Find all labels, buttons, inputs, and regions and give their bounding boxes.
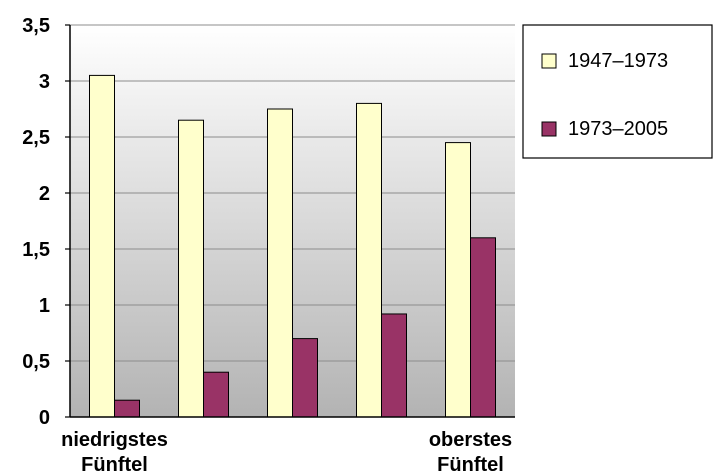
y-tick-label: 2 bbox=[39, 183, 50, 205]
bar-1973-2005 bbox=[114, 399, 140, 418]
y-tick-label: 0 bbox=[39, 407, 50, 429]
bar-1947-1973 bbox=[445, 142, 471, 418]
x-category-label: Fünftel bbox=[81, 454, 148, 476]
x-category-label: oberstes bbox=[429, 429, 512, 451]
y-tick-labels: 0 0,5 1 1,5 2 2,5 3 3,5 bbox=[22, 15, 50, 429]
axes bbox=[65, 24, 515, 418]
legend-label-1973-2005: 1973–2005 bbox=[568, 118, 668, 140]
y-tick-label: 1 bbox=[39, 295, 50, 317]
bar-1973-2005 bbox=[203, 371, 229, 418]
bar-1973-2005 bbox=[381, 313, 407, 418]
bar-1947-1973 bbox=[267, 108, 293, 418]
y-tick-label: 3 bbox=[39, 71, 50, 93]
y-tick-label: 3,5 bbox=[22, 15, 50, 37]
legend: 1947–1973 1973–2005 bbox=[522, 24, 713, 159]
y-tick-label: 2,5 bbox=[22, 127, 50, 149]
bar-1947-1973 bbox=[89, 74, 115, 418]
bar-1947-1973 bbox=[178, 119, 204, 418]
x-category-label: Fünftel bbox=[437, 454, 504, 476]
legend-swatch-1947-1973 bbox=[541, 53, 557, 69]
bar-1973-2005 bbox=[470, 237, 496, 418]
x-tick-labels: niedrigstes Fünftel oberstes Fünftel bbox=[61, 429, 512, 476]
y-tick-label: 0,5 bbox=[22, 351, 50, 373]
bar-1973-2005 bbox=[292, 338, 318, 418]
x-category-label: niedrigstes bbox=[61, 429, 168, 451]
legend-swatch-1973-2005 bbox=[541, 121, 557, 137]
legend-label-1947-1973: 1947–1973 bbox=[568, 50, 668, 72]
y-tick-label: 1,5 bbox=[22, 239, 50, 261]
bar-1947-1973 bbox=[356, 102, 382, 418]
